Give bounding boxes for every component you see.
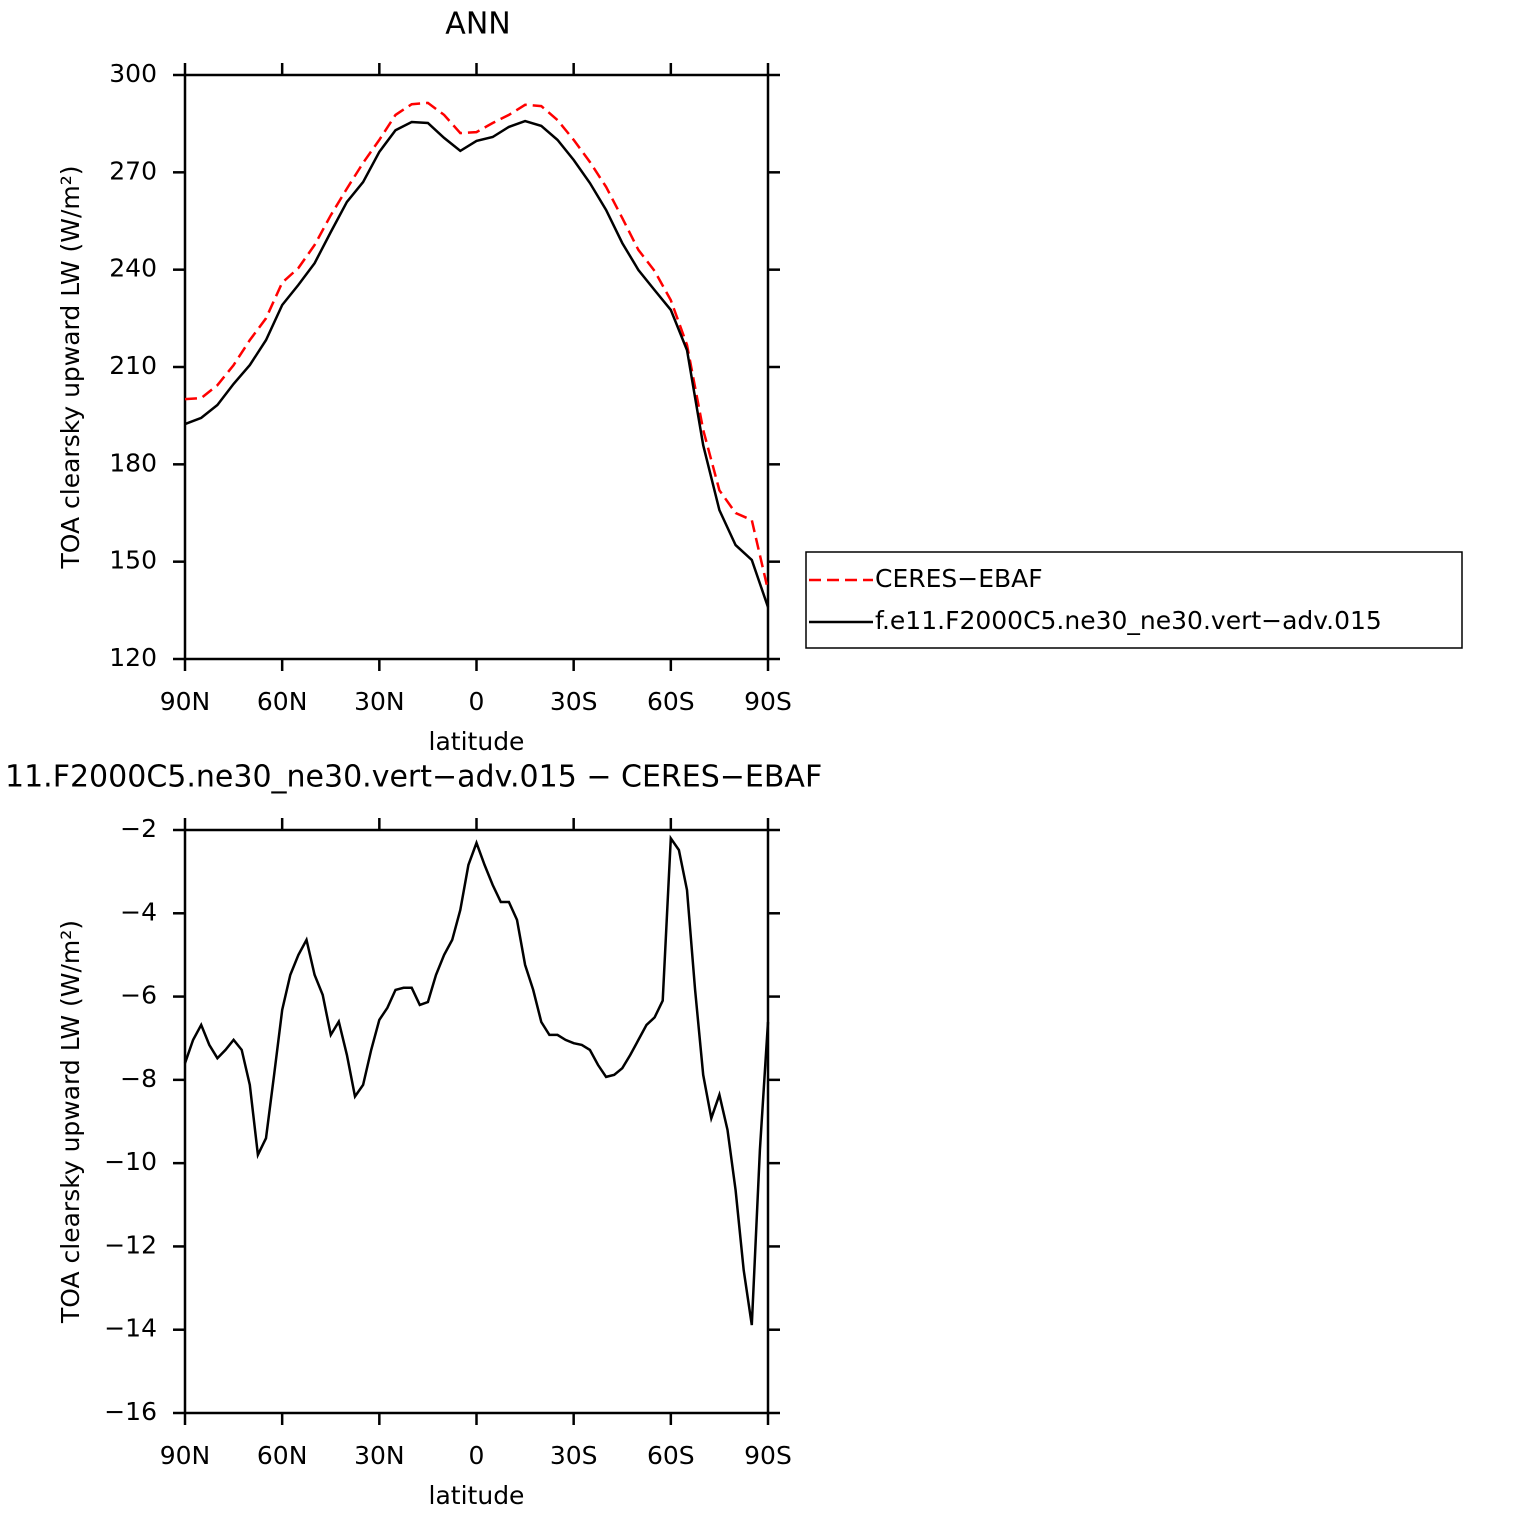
x-tick-label: 60N xyxy=(257,687,308,716)
y-tick-label: 270 xyxy=(109,156,157,185)
y-tick-label: −4 xyxy=(120,897,157,926)
legend-box xyxy=(805,551,1463,649)
x-tick-label: 30N xyxy=(354,687,405,716)
x-tick-label: 90S xyxy=(744,1441,792,1470)
x-axis-label: latitude xyxy=(429,1481,525,1510)
x-tick-label: 30N xyxy=(354,1441,405,1470)
y-axis-label: TOA clearsky upward LW (W/m²) xyxy=(56,165,85,569)
y-tick-label: −12 xyxy=(104,1230,157,1259)
plot-frame xyxy=(183,828,770,1415)
y-tick-label: −14 xyxy=(104,1314,157,1343)
chart-title: 11.F2000C5.ne30_ne30.vert−adv.015 − CERE… xyxy=(5,760,822,795)
y-tick-label: −6 xyxy=(120,981,157,1010)
data-line xyxy=(183,834,770,1326)
plot-frame xyxy=(183,73,770,661)
legend-label: CERES−EBAF xyxy=(875,564,1043,593)
x-tick-label: 90N xyxy=(160,1441,211,1470)
y-axis-label: TOA clearsky upward LW (W/m²) xyxy=(56,920,85,1324)
y-tick-label: 240 xyxy=(109,254,157,283)
y-tick-label: −8 xyxy=(120,1064,157,1093)
x-tick-label: 30S xyxy=(550,687,598,716)
x-axis-label: latitude xyxy=(429,727,525,756)
x-tick-label: 90S xyxy=(744,687,792,716)
x-tick-label: 60S xyxy=(647,1441,695,1470)
x-tick-label: 90N xyxy=(160,687,211,716)
y-tick-label: −10 xyxy=(104,1147,157,1176)
data-line xyxy=(184,119,770,608)
y-tick-label: 120 xyxy=(109,643,157,672)
y-tick-label: −2 xyxy=(120,814,157,843)
y-tick-label: 300 xyxy=(109,59,157,88)
y-tick-label: −16 xyxy=(104,1397,157,1426)
y-tick-label: 180 xyxy=(109,448,157,477)
x-tick-label: 60S xyxy=(647,687,695,716)
data-line xyxy=(184,101,770,591)
chart-title: ANN xyxy=(445,7,510,42)
y-tick-label: 210 xyxy=(109,351,157,380)
x-tick-label: 0 xyxy=(469,687,485,716)
x-tick-label: 30S xyxy=(550,1441,598,1470)
legend-label: f.e11.F2000C5.ne30_ne30.vert−adv.015 xyxy=(875,606,1382,635)
y-tick-label: 150 xyxy=(109,546,157,575)
x-tick-label: 60N xyxy=(257,1441,308,1470)
x-tick-label: 0 xyxy=(469,1441,485,1470)
